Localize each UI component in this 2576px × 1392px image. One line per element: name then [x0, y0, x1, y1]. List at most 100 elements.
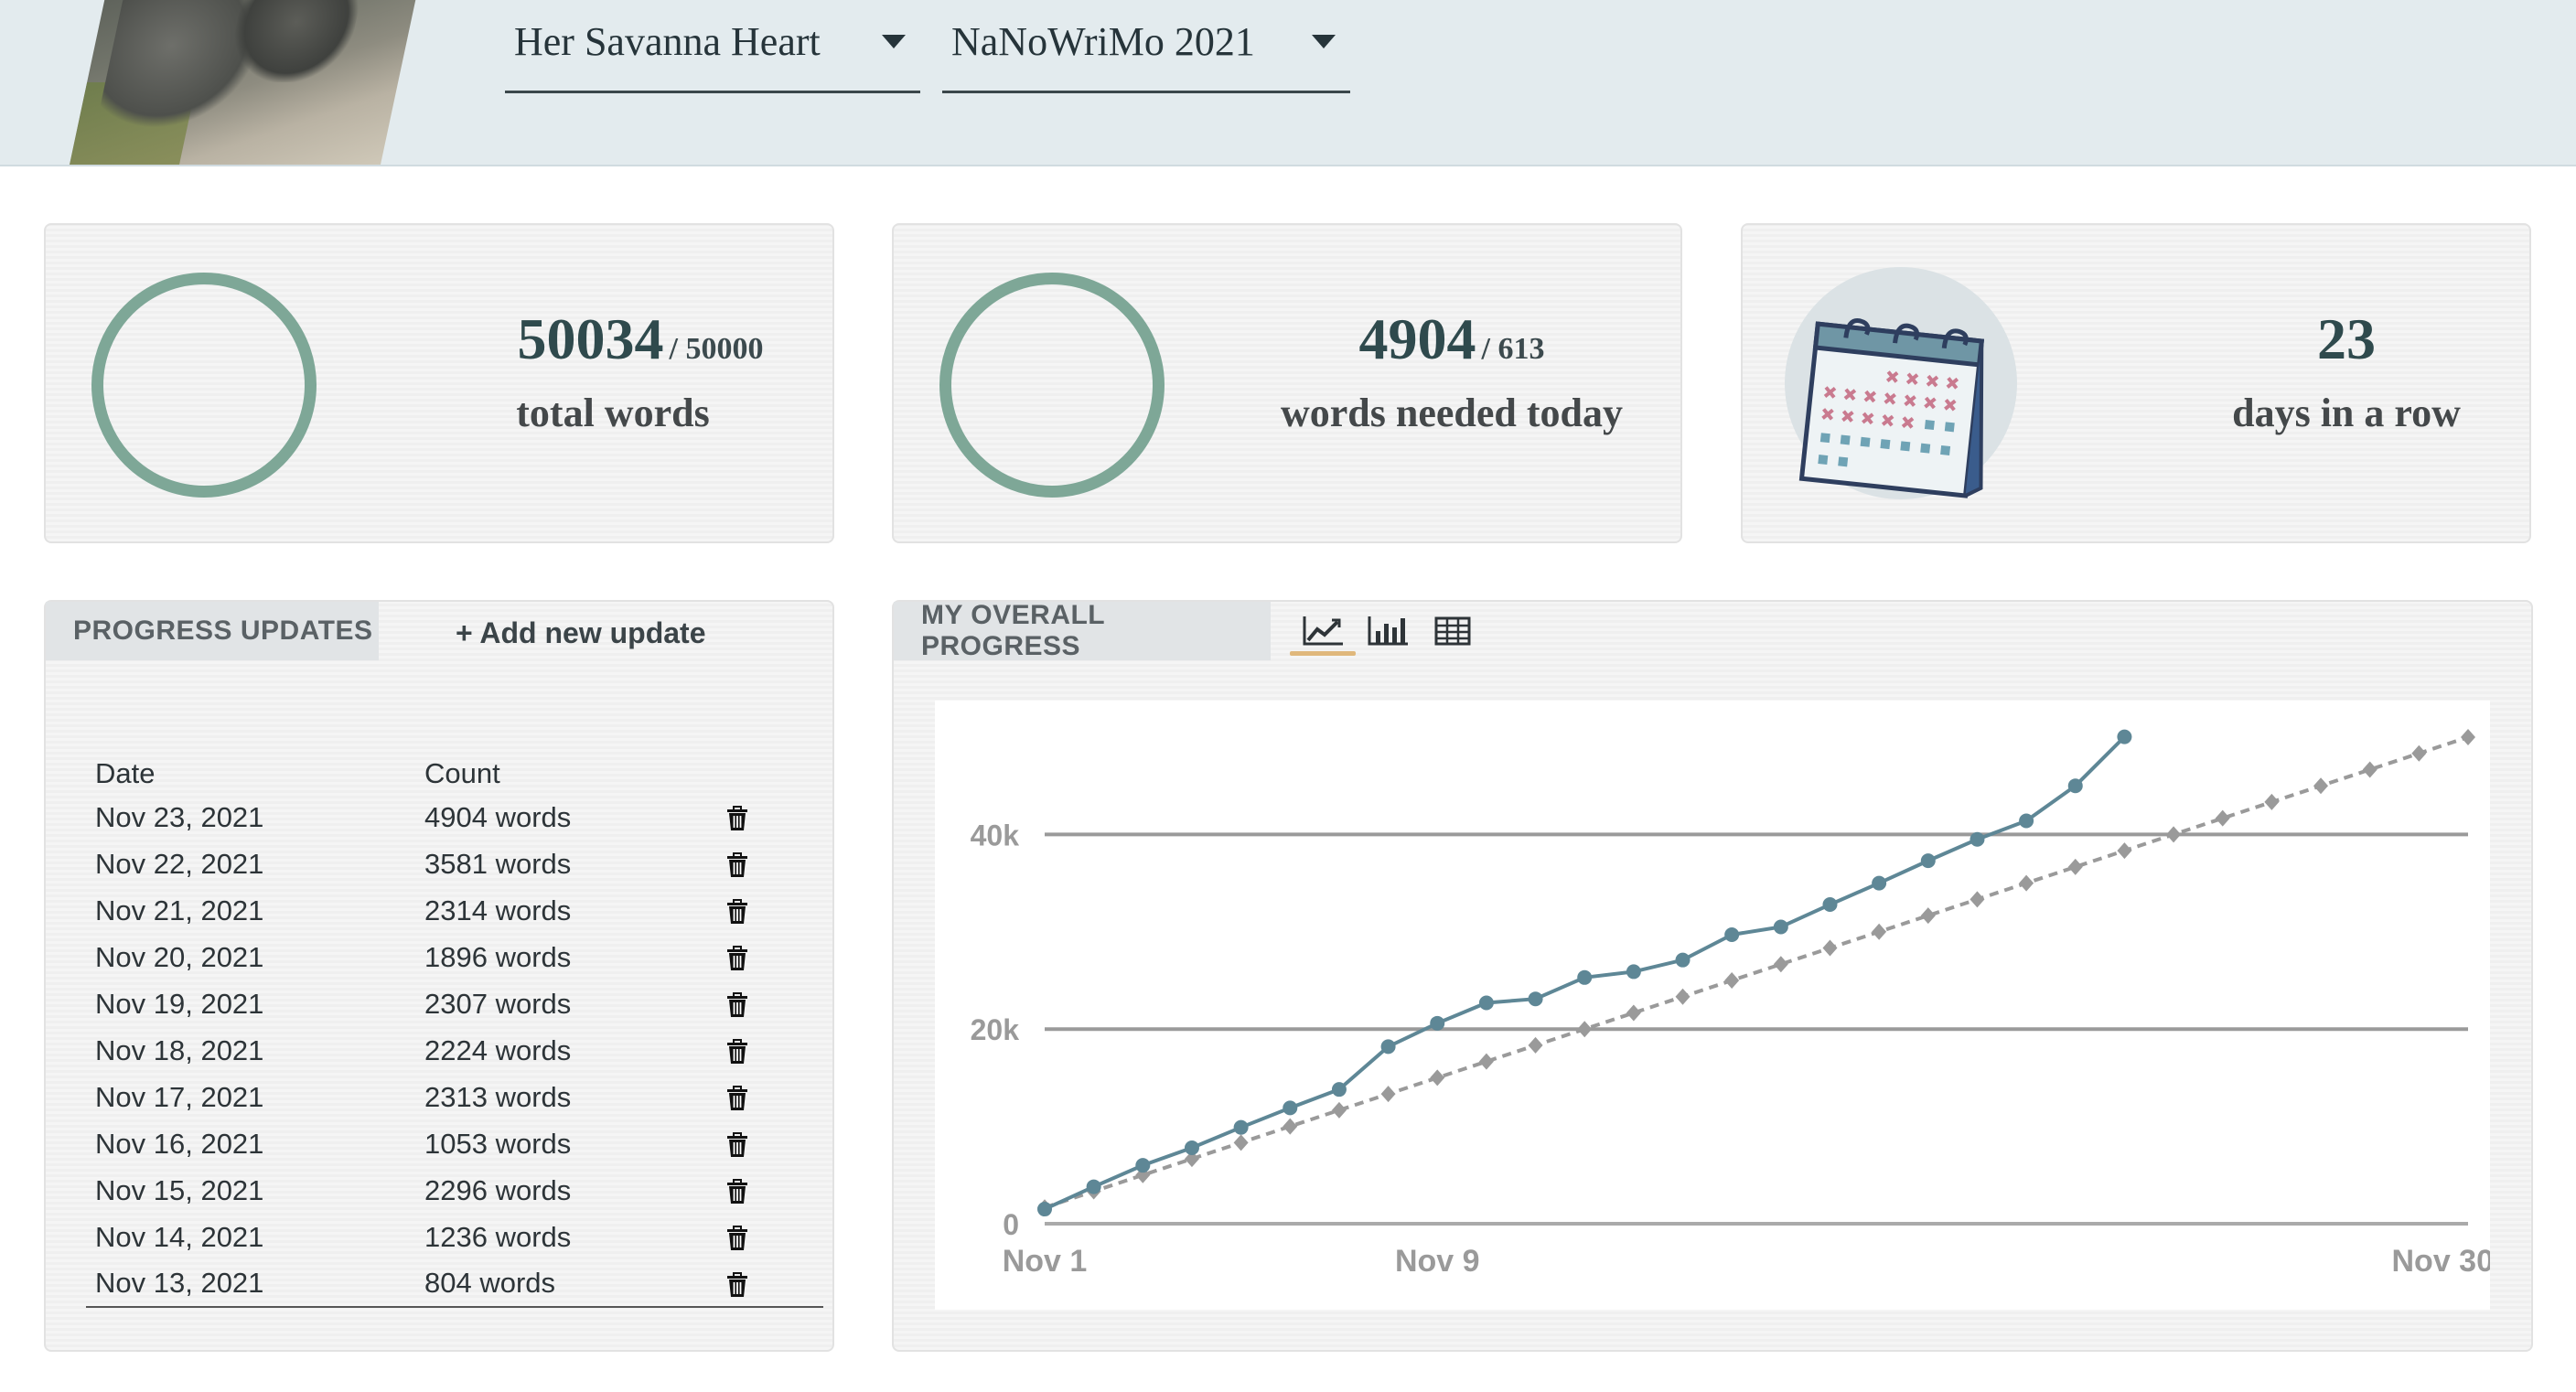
- trash-icon[interactable]: [726, 1179, 748, 1205]
- stat-number: 23: [2317, 306, 2376, 371]
- y-tick-label: 0: [1003, 1208, 1019, 1241]
- actual-point: [1970, 831, 1985, 847]
- trash-icon[interactable]: [726, 1132, 748, 1158]
- actual-point: [1135, 1158, 1151, 1173]
- streak-value: 23: [2136, 305, 2557, 373]
- bar-chart-icon[interactable]: [1364, 613, 1411, 649]
- project-select[interactable]: Her Savanna Heart: [505, 0, 920, 93]
- stat-label: days in a row: [2232, 391, 2461, 435]
- header: Her Savanna Heart NaNoWriMo 2021: [0, 0, 2576, 166]
- update-date: Nov 23, 2021: [95, 800, 264, 833]
- x-tick-label: Nov 1: [1003, 1244, 1088, 1279]
- actual-point: [1724, 926, 1740, 942]
- goal-point: [2067, 858, 2083, 875]
- update-date: Nov 21, 2021: [95, 894, 264, 926]
- actual-point: [1283, 1100, 1298, 1116]
- trash-icon[interactable]: [726, 1226, 748, 1251]
- table-row: Nov 16, 2021 1053 words: [86, 1120, 823, 1167]
- actual-point: [1773, 919, 1788, 935]
- goal-point: [2362, 761, 2377, 778]
- delete-cell: [726, 841, 823, 887]
- table-row: Nov 22, 2021 3581 words: [86, 841, 823, 887]
- trash-icon[interactable]: [726, 1271, 748, 1298]
- streak-card: 23 days in a row: [1741, 223, 2531, 543]
- total-words-value: 50034/ 50000: [430, 305, 851, 373]
- words-needed-card: 4904/ 613 words needed today: [892, 223, 1682, 543]
- goal-point: [2313, 777, 2329, 795]
- tab-overall-progress[interactable]: MY OVERALL PROGRESS: [894, 600, 1271, 661]
- update-count: 3581 words: [424, 847, 572, 880]
- trash-icon[interactable]: [726, 1039, 748, 1065]
- trash-icon[interactable]: [726, 852, 748, 878]
- y-tick-label: 20k: [971, 1013, 1020, 1046]
- line-chart-icon[interactable]: [1299, 613, 1347, 649]
- table-row: Nov 21, 2021 2314 words: [86, 887, 823, 934]
- update-date: Nov 19, 2021: [95, 987, 264, 1020]
- progress-line-chart: 0 20k 40k Nov 1 Nov 9 Nov 30: [971, 729, 2494, 1279]
- table-row: Nov 20, 2021 1896 words: [86, 934, 823, 980]
- x-tick-label: Nov 9: [1395, 1244, 1480, 1279]
- update-date: Nov 15, 2021: [95, 1173, 264, 1206]
- tab-progress-updates[interactable]: PROGRESS UPDATES: [46, 602, 379, 660]
- goal-point: [2264, 793, 2280, 810]
- table-row: Nov 13, 2021 804 words: [86, 1260, 823, 1308]
- stat-label: total words: [516, 391, 710, 435]
- project-cover-image: [70, 0, 420, 165]
- update-count: 2307 words: [424, 987, 572, 1020]
- table-row: Nov 14, 2021 1236 words: [86, 1214, 823, 1260]
- delete-cell: [726, 1027, 823, 1074]
- update-count: 1053 words: [424, 1127, 572, 1160]
- delete-cell: [726, 1167, 823, 1214]
- goal-point: [2117, 842, 2132, 860]
- progress-chart: 0 20k 40k Nov 1 Nov 9 Nov 30: [935, 701, 2494, 1310]
- progress-updates-card: PROGRESS UPDATES + Add new update Date C…: [44, 600, 834, 1352]
- goal-point: [1430, 1069, 1445, 1087]
- event-select[interactable]: NaNoWriMo 2021: [942, 0, 1350, 93]
- update-date: Nov 22, 2021: [95, 847, 264, 880]
- goal-point: [1380, 1086, 1396, 1103]
- goal-point: [1872, 923, 1887, 940]
- actual-point: [1233, 1119, 1249, 1135]
- table-row: Nov 18, 2021 2224 words: [86, 1027, 823, 1074]
- table-row: Nov 17, 2021 2313 words: [86, 1074, 823, 1120]
- progress-ring: [939, 273, 1165, 498]
- goal-point: [1822, 939, 1838, 957]
- actual-point: [1430, 1015, 1445, 1031]
- x-tick-label: Nov 30: [2392, 1244, 2491, 1279]
- add-update-button[interactable]: + Add new update: [456, 616, 706, 649]
- column-header-count: Count: [424, 757, 500, 789]
- goal-point: [1331, 1101, 1347, 1119]
- update-date: Nov 18, 2021: [95, 1033, 264, 1066]
- update-count: 2224 words: [424, 1033, 572, 1066]
- delete-cell: [726, 1260, 823, 1308]
- update-count: 2313 words: [424, 1080, 572, 1113]
- update-count: 1896 words: [424, 940, 572, 973]
- stat-goal: / 50000: [669, 332, 764, 366]
- goal-point: [1626, 1004, 1641, 1022]
- update-date: Nov 17, 2021: [95, 1080, 264, 1113]
- trash-icon[interactable]: [726, 806, 748, 831]
- actual-point: [1478, 995, 1494, 1011]
- delete-cell: [726, 1074, 823, 1120]
- actual-point: [1920, 853, 1936, 869]
- delete-cell: [726, 887, 823, 934]
- active-view-underline: [1290, 651, 1356, 656]
- trash-icon[interactable]: [726, 899, 748, 925]
- trash-icon[interactable]: [726, 992, 748, 1018]
- trash-icon[interactable]: [726, 1086, 748, 1111]
- update-count: 1236 words: [424, 1220, 572, 1253]
- updates-table: Date Count Nov 23, 2021 4904 words Nov 22,…: [86, 748, 823, 1308]
- goal-point: [1283, 1118, 1298, 1135]
- table-icon[interactable]: [1429, 613, 1476, 649]
- goal-point: [2019, 874, 2034, 892]
- goal-series-line: [1044, 735, 2469, 1210]
- goal-point: [1970, 891, 1985, 908]
- goal-point: [1724, 972, 1740, 989]
- actual-point: [1331, 1082, 1347, 1098]
- table-row: Nov 19, 2021 2307 words: [86, 980, 823, 1027]
- trash-icon[interactable]: [726, 946, 748, 971]
- chevron-down-icon: [1312, 35, 1336, 48]
- update-date: Nov 14, 2021: [95, 1220, 264, 1253]
- actual-point: [1872, 875, 1887, 891]
- goal-point: [2461, 729, 2475, 745]
